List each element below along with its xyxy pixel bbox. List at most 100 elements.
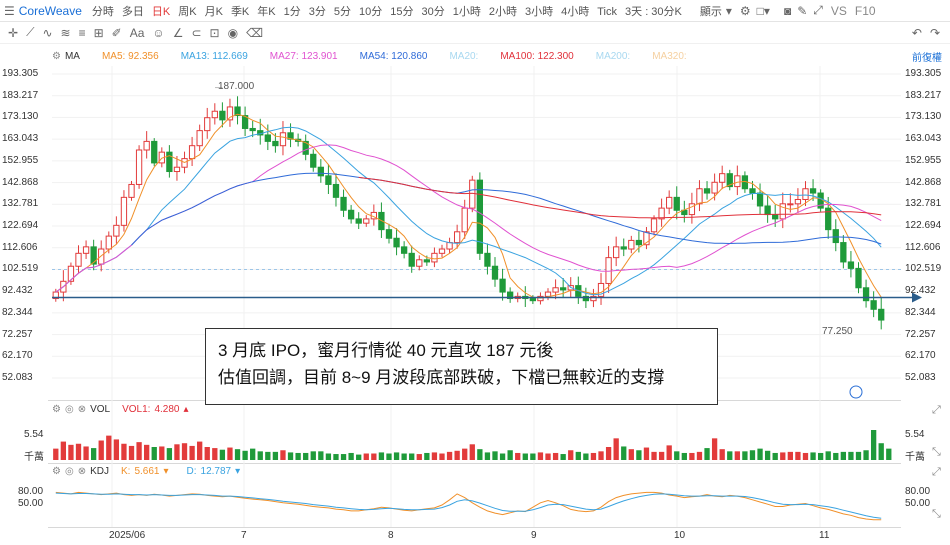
price-tick-left: 142.868	[2, 176, 39, 188]
curve-tool-icon[interactable]: ∿	[42, 25, 53, 40]
candle-body	[666, 196, 673, 209]
k-value: 5.661	[134, 466, 160, 477]
ma-legend-item[interactable]: MA100: 122.300	[500, 51, 574, 62]
vol-indicator-name[interactable]: VOL	[90, 404, 111, 415]
ma-legend-item[interactable]: MA200:	[595, 51, 631, 62]
display-button[interactable]: 顯示	[699, 5, 722, 18]
timeframe-9[interactable]: 5分	[333, 5, 351, 18]
timeframe-11[interactable]: 15分	[390, 5, 414, 18]
timeframe-6[interactable]: 年K	[257, 5, 276, 18]
eye-icon[interactable]: ◎	[64, 466, 74, 477]
x-tick-label: 10	[674, 530, 686, 541]
emoji-tool-icon[interactable]: ☺	[152, 25, 165, 40]
timeframe-18[interactable]: 3天 : 30分K	[625, 5, 682, 18]
menu-icon[interactable]: ☰	[4, 3, 15, 18]
volume-bar	[83, 446, 89, 460]
timeframe-3[interactable]: 周K	[178, 5, 197, 18]
timeframe-13[interactable]: 1小時	[452, 5, 481, 18]
timeframe-12[interactable]: 30分	[421, 5, 445, 18]
chevron-down-icon[interactable]: ▾	[763, 3, 770, 18]
candle-body	[264, 134, 271, 142]
expand-icon[interactable]: ⤢	[813, 3, 823, 17]
brush-tool-icon[interactable]: ✐	[111, 25, 122, 40]
kdj-tick-left: 80.00	[18, 486, 44, 498]
price-tick-left: 193.305	[2, 68, 39, 79]
settings-icon[interactable]: ⚙	[52, 404, 61, 415]
vs-button[interactable]: VS	[830, 3, 847, 18]
measure-tool-icon[interactable]: ⊞	[93, 25, 104, 40]
ma-legend-item[interactable]: MA5: 92.356	[101, 51, 159, 62]
close-icon[interactable]: ⊗	[77, 466, 87, 477]
crosshair-icon[interactable]: ✛	[8, 25, 19, 40]
close-icon[interactable]: ⊗	[77, 404, 87, 415]
camera-icon[interactable]: ◙	[783, 3, 792, 18]
timeframe-15[interactable]: 3小時	[525, 5, 554, 18]
volume-bar	[454, 450, 460, 460]
ma-legend-item[interactable]: MA54: 120.860	[359, 51, 428, 62]
line-tool-icon[interactable]: ⟋	[26, 25, 35, 39]
volume-bar	[378, 452, 385, 460]
f10-button[interactable]: F10	[854, 3, 876, 18]
pencil-icon[interactable]: ✎	[797, 3, 808, 18]
candle-body	[431, 252, 438, 263]
collapse-pane-icon[interactable]: ⤡	[932, 508, 941, 520]
volume-bar	[53, 448, 59, 460]
magnet-icon[interactable]: ⊂	[191, 25, 202, 40]
kdj-indicator-name[interactable]: KDJ	[90, 466, 109, 477]
redo-icon[interactable]: ↷	[929, 25, 940, 40]
volume-bar	[242, 450, 248, 460]
indicator-name[interactable]: MA	[64, 51, 80, 62]
eye-icon[interactable]: ◎	[64, 404, 74, 415]
ruler-icon[interactable]: ∠	[172, 25, 184, 40]
ma-legend-item[interactable]: MA20:	[449, 51, 479, 62]
gear-icon[interactable]: ⚙	[739, 3, 751, 18]
vol-tick-right: 5.54	[905, 429, 925, 440]
candle-body	[825, 207, 832, 231]
wave-tool-icon[interactable]: ≋	[60, 25, 71, 40]
timeframe-10[interactable]: 10分	[359, 5, 383, 18]
text-tool-icon[interactable]: Aa	[129, 25, 145, 40]
volume-bar	[136, 442, 142, 460]
x-tick-label: 7	[241, 530, 247, 541]
chevron-down-icon[interactable]: ▾	[725, 3, 732, 18]
volume-bar	[651, 451, 657, 460]
settings-icon[interactable]: ⚙	[52, 466, 61, 477]
timeframe-0[interactable]: 分時	[91, 5, 114, 18]
volume-bar	[530, 453, 536, 460]
expand-pane-icon[interactable]: ⤢	[932, 466, 941, 478]
volume-bar	[711, 438, 718, 460]
timeframe-2[interactable]: 日K	[151, 5, 171, 18]
volume-bar	[757, 448, 763, 460]
ma-legend-item[interactable]: MA13: 112.669	[180, 51, 248, 62]
price-tick-left: 82.344	[2, 306, 33, 318]
timeframe-7[interactable]: 1分	[283, 5, 301, 18]
layout-icon[interactable]: □	[756, 3, 764, 18]
ma-legend-item[interactable]: MA320:	[652, 51, 687, 62]
undo-icon[interactable]: ↶	[911, 25, 922, 40]
candle-body	[809, 188, 817, 194]
volume-bar	[151, 447, 157, 460]
volume-bar	[128, 445, 135, 460]
timeframe-17[interactable]: Tick	[597, 5, 618, 18]
eye-icon[interactable]: ◉	[227, 25, 239, 40]
x-tick-label: 9	[531, 530, 537, 541]
volume-bar	[795, 451, 801, 460]
timeframe-4[interactable]: 月K	[204, 5, 223, 18]
timeframe-16[interactable]: 4小時	[561, 5, 590, 18]
timeframe-14[interactable]: 2小時	[488, 5, 517, 18]
volume-bar	[159, 446, 165, 460]
settings-icon[interactable]: ⚙	[52, 51, 61, 62]
candle-body	[855, 267, 862, 289]
expand-pane-icon[interactable]: ⤢	[932, 404, 941, 416]
symbol-name[interactable]: CoreWeave	[18, 3, 82, 18]
ma-legend-item[interactable]: MA27: 123.901	[269, 51, 338, 62]
fib-tool-icon[interactable]: ≡	[78, 25, 86, 40]
timeframe-8[interactable]: 3分	[308, 5, 326, 18]
timeframe-5[interactable]: 季K	[230, 5, 250, 18]
lock-icon[interactable]: ⊡	[209, 25, 220, 40]
adjust-button[interactable]: 前復權	[912, 53, 942, 64]
timeframe-1[interactable]: 多日	[121, 5, 144, 18]
collapse-pane-icon[interactable]: ⤡	[932, 446, 941, 458]
trash-icon[interactable]: ⌫	[246, 25, 264, 40]
